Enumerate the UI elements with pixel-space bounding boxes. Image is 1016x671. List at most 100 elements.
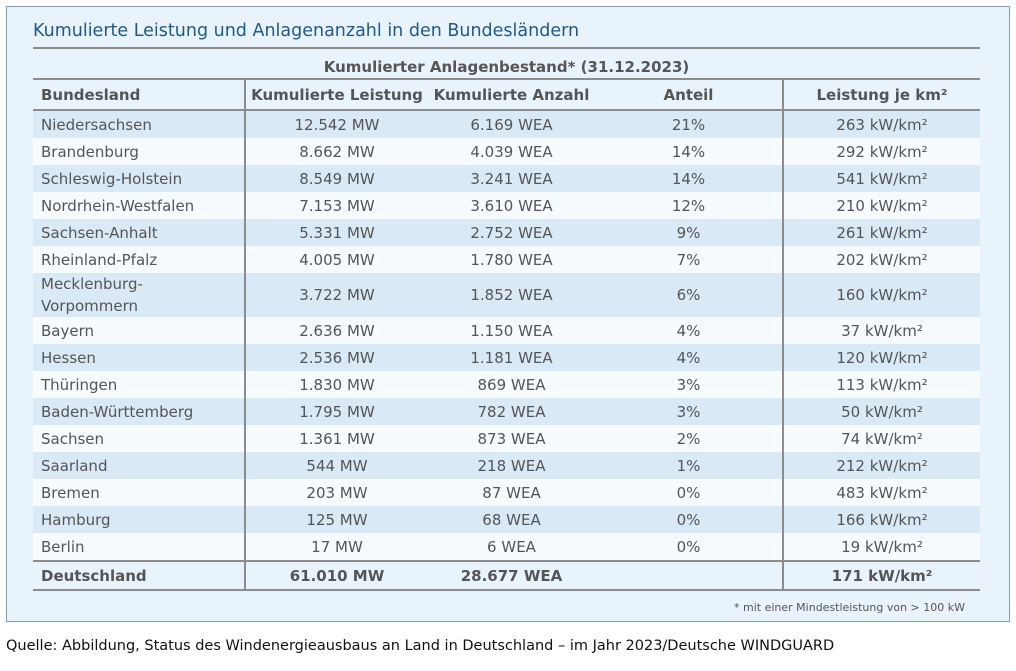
cell-anzahl: 1.150 WEA — [428, 317, 595, 344]
table-row: Sachsen-Anhalt 5.331 MW 2.752 WEA 9% 261 kW/… — [33, 219, 980, 246]
cell-dichte: 261 kW/km² — [783, 219, 980, 246]
table-row: Rheinland-Pfalz 4.005 MW 1.780 WEA 7% 202 kW… — [33, 246, 980, 273]
total-dichte: 171 kW/km² — [783, 560, 980, 591]
table-row: Brandenburg 8.662 MW 4.039 WEA 14% 292 kW/km… — [33, 138, 980, 165]
cell-dichte: 160 kW/km² — [783, 273, 980, 317]
table-row: Schleswig-Holstein 8.549 MW 3.241 WEA 14% 54… — [33, 165, 980, 192]
cell-leistung: 544 MW — [245, 452, 428, 479]
cell-dichte: 37 kW/km² — [783, 317, 980, 344]
cell-anzahl: 87 WEA — [428, 479, 595, 506]
table-row: Saarland 544 MW 218 WEA 1% 212 kW/km² — [33, 452, 980, 479]
cell-land: Berlin — [33, 533, 246, 561]
cell-dichte: 19 kW/km² — [783, 533, 980, 561]
cell-anteil: 0% — [595, 533, 784, 561]
table-row: Hamburg 125 MW 68 WEA 0% 166 kW/km² — [33, 506, 980, 533]
cell-anteil: 0% — [595, 479, 784, 506]
cell-anteil: 4% — [595, 344, 784, 371]
cell-anzahl: 6.169 WEA — [428, 110, 595, 138]
cell-leistung: 1.361 MW — [245, 425, 428, 452]
cell-anteil: 14% — [595, 138, 784, 165]
cell-leistung: 5.331 MW — [245, 219, 428, 246]
cell-anteil: 1% — [595, 452, 784, 479]
table-panel: Kumulierte Leistung und Anlagenanzahl in… — [6, 6, 1010, 622]
super-header: Kumulierter Anlagenbestand* (31.12.2023) — [33, 55, 980, 80]
cell-dichte: 120 kW/km² — [783, 344, 980, 371]
cell-anteil: 21% — [595, 110, 784, 138]
cell-leistung: 125 MW — [245, 506, 428, 533]
cell-anzahl: 873 WEA — [428, 425, 595, 452]
cell-leistung: 8.662 MW — [245, 138, 428, 165]
cell-anzahl: 1.780 WEA — [428, 246, 595, 273]
cell-dichte: 210 kW/km² — [783, 192, 980, 219]
table-row: Bayern 2.636 MW 1.150 WEA 4% 37 kW/km² — [33, 317, 980, 344]
cell-dichte: 263 kW/km² — [783, 110, 980, 138]
cell-anteil: 9% — [595, 219, 784, 246]
cell-dichte: 212 kW/km² — [783, 452, 980, 479]
header-row: Bundesland Kumulierte Leistung Kumuliert… — [33, 79, 980, 111]
cell-land: Saarland — [33, 452, 246, 479]
cell-anzahl: 6 WEA — [428, 533, 595, 561]
cell-anzahl: 782 WEA — [428, 398, 595, 425]
total-anteil — [595, 560, 784, 591]
cell-leistung: 2.536 MW — [245, 344, 428, 371]
table-row: Sachsen 1.361 MW 873 WEA 2% 74 kW/km² — [33, 425, 980, 452]
cell-land: Mecklenburg- Vorpommern — [33, 273, 246, 317]
cell-anteil: 7% — [595, 246, 784, 273]
column-header-anteil: Anteil — [595, 79, 784, 111]
table-title: Kumulierte Leistung und Anlagenanzahl in… — [33, 21, 580, 41]
cell-dichte: 292 kW/km² — [783, 138, 980, 165]
footnote: * mit einer Mindestleistung von > 100 kW — [734, 601, 965, 614]
cell-land: Sachsen-Anhalt — [33, 219, 246, 246]
cell-land: Thüringen — [33, 371, 246, 398]
table-row: Nordrhein-Westfalen 7.153 MW 3.610 WEA 12% 2… — [33, 192, 980, 219]
cell-dichte: 541 kW/km² — [783, 165, 980, 192]
cell-land: Schleswig-Holstein — [33, 165, 246, 192]
cell-anteil: 6% — [595, 273, 784, 317]
total-leistung: 61.010 MW — [245, 560, 428, 591]
cell-anteil: 0% — [595, 506, 784, 533]
cell-land: Bremen — [33, 479, 246, 506]
cell-leistung: 4.005 MW — [245, 246, 428, 273]
cell-leistung: 12.542 MW — [245, 110, 428, 138]
table-row: Berlin 17 MW 6 WEA 0% 19 kW/km² — [33, 533, 980, 561]
cell-anzahl: 3.241 WEA — [428, 165, 595, 192]
cell-land: Sachsen — [33, 425, 246, 452]
cell-leistung: 2.636 MW — [245, 317, 428, 344]
column-header-dichte: Leistung je km² — [783, 79, 980, 111]
column-header-leistung: Kumulierte Leistung — [245, 79, 428, 111]
cell-land: Nordrhein-Westfalen — [33, 192, 246, 219]
data-table: Kumulierter Anlagenbestand* (31.12.2023)… — [33, 55, 980, 591]
cell-leistung: 8.549 MW — [245, 165, 428, 192]
cell-anzahl: 68 WEA — [428, 506, 595, 533]
cell-land: Hamburg — [33, 506, 246, 533]
table-row: Mecklenburg- Vorpommern 3.722 MW 1.852 WEA… — [33, 273, 980, 317]
cell-leistung: 203 MW — [245, 479, 428, 506]
table-body: Niedersachsen 12.542 MW 6.169 WEA 21% 263 kW… — [33, 110, 980, 561]
cell-leistung: 17 MW — [245, 533, 428, 561]
cell-dichte: 166 kW/km² — [783, 506, 980, 533]
cell-anzahl: 1.181 WEA — [428, 344, 595, 371]
cell-dichte: 74 kW/km² — [783, 425, 980, 452]
cell-land: Brandenburg — [33, 138, 246, 165]
table-row: Hessen 2.536 MW 1.181 WEA 4% 120 kW/km² — [33, 344, 980, 371]
cell-anzahl: 4.039 WEA — [428, 138, 595, 165]
cell-dichte: 202 kW/km² — [783, 246, 980, 273]
cell-anteil: 3% — [595, 398, 784, 425]
table-row: Bremen 203 MW 87 WEA 0% 483 kW/km² — [33, 479, 980, 506]
cell-dichte: 113 kW/km² — [783, 371, 980, 398]
cell-dichte: 483 kW/km² — [783, 479, 980, 506]
cell-anzahl: 2.752 WEA — [428, 219, 595, 246]
cell-anzahl: 3.610 WEA — [428, 192, 595, 219]
source-caption: Quelle: Abbildung, Status des Windenergi… — [6, 638, 835, 654]
title-divider — [33, 47, 980, 49]
total-land: Deutschland — [33, 560, 246, 591]
cell-land: Rheinland-Pfalz — [33, 246, 246, 273]
total-row: Deutschland 61.010 MW 28.677 WEA 171 kW/… — [33, 560, 980, 591]
cell-leistung: 1.830 MW — [245, 371, 428, 398]
cell-anteil: 4% — [595, 317, 784, 344]
cell-anteil: 14% — [595, 165, 784, 192]
cell-anzahl: 869 WEA — [428, 371, 595, 398]
cell-anzahl: 218 WEA — [428, 452, 595, 479]
cell-leistung: 3.722 MW — [245, 273, 428, 317]
cell-leistung: 7.153 MW — [245, 192, 428, 219]
